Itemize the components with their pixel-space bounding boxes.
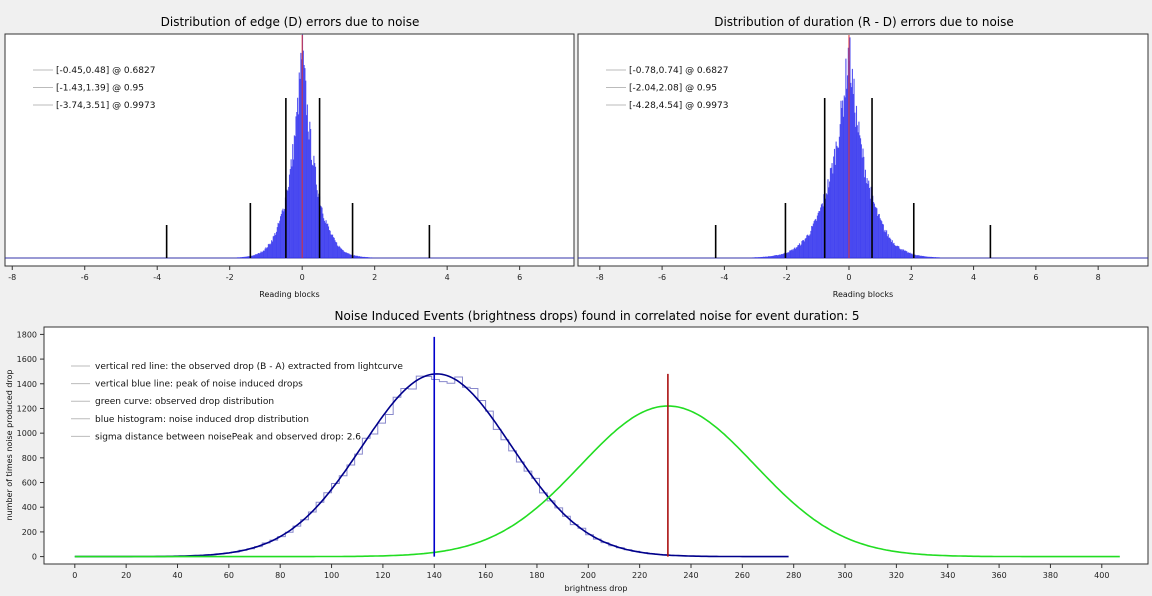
y-tick-label: 0 bbox=[32, 553, 37, 562]
x-tick-label: 4 bbox=[971, 273, 976, 282]
x-tick-label: -4 bbox=[153, 273, 161, 282]
x-tick-label: -4 bbox=[720, 273, 728, 282]
x-tick-label: 240 bbox=[683, 571, 698, 580]
chart-title: Distribution of duration (R - D) errors … bbox=[714, 15, 1014, 29]
noise-drop-curve bbox=[74, 373, 789, 558]
x-tick-label: 8 bbox=[1096, 273, 1101, 282]
x-tick-label: 4 bbox=[445, 273, 450, 282]
x-tick-label: 320 bbox=[889, 571, 904, 580]
x-tick-label: 2 bbox=[909, 273, 914, 282]
x-tick-label: -6 bbox=[81, 273, 89, 282]
y-tick-label: 1000 bbox=[17, 429, 37, 438]
x-tick-label: 20 bbox=[121, 571, 131, 580]
x-tick-label: 6 bbox=[1033, 273, 1038, 282]
x-tick-label: 280 bbox=[786, 571, 801, 580]
legend-entry: vertical blue line: peak of noise induce… bbox=[95, 380, 303, 390]
x-tick-label: 360 bbox=[991, 571, 1006, 580]
x-tick-label: 60 bbox=[224, 571, 234, 580]
x-tick-label: 40 bbox=[172, 571, 182, 580]
x-tick-label: 300 bbox=[837, 571, 852, 580]
y-tick-label: 600 bbox=[22, 479, 37, 488]
legend-entry: vertical red line: the observed drop (B … bbox=[95, 362, 403, 372]
x-tick-label: 160 bbox=[478, 571, 493, 580]
legend-entry: [-2.04,2.08] @ 0.95 bbox=[629, 84, 717, 94]
y-tick-label: 800 bbox=[22, 454, 37, 463]
y-tick-label: 1800 bbox=[17, 330, 37, 339]
x-tick-label: 380 bbox=[1043, 571, 1058, 580]
x-tick-label: 340 bbox=[940, 571, 955, 580]
histogram-panel-2: Distribution of duration (R - D) errors … bbox=[577, 15, 1149, 299]
noise-events-panel: Noise Induced Events (brightness drops) … bbox=[5, 309, 1149, 593]
y-tick-label: 1600 bbox=[17, 355, 37, 364]
y-tick-label: 200 bbox=[22, 528, 37, 537]
x-tick-label: 120 bbox=[375, 571, 390, 580]
x-tick-label: 2 bbox=[372, 273, 377, 282]
x-tick-label: -2 bbox=[226, 273, 234, 282]
y-axis-label: number of times noise produced drop bbox=[5, 370, 14, 521]
x-tick-label: 0 bbox=[846, 273, 851, 282]
observed-drop-curve bbox=[74, 405, 1120, 558]
x-tick-label: 80 bbox=[275, 571, 285, 580]
y-tick-label: 400 bbox=[22, 503, 37, 512]
x-tick-label: 260 bbox=[735, 571, 750, 580]
y-tick-label: 1400 bbox=[17, 380, 37, 389]
x-tick-label: 0 bbox=[72, 571, 77, 580]
histogram-panel-1: Distribution of edge (D) errors due to n… bbox=[4, 15, 575, 299]
x-axis-label: brightness drop bbox=[565, 584, 628, 593]
x-tick-label: 100 bbox=[324, 571, 339, 580]
legend-entry: green curve: observed drop distribution bbox=[95, 397, 274, 407]
x-tick-label: -6 bbox=[658, 273, 666, 282]
legend-entry: blue histogram: noise induced drop distr… bbox=[95, 415, 309, 425]
x-tick-label: 400 bbox=[1094, 571, 1109, 580]
legend-entry: [-0.78,0.74] @ 0.6827 bbox=[629, 66, 728, 76]
x-tick-label: 200 bbox=[581, 571, 596, 580]
x-axis-label: Reading blocks bbox=[259, 290, 319, 299]
x-tick-label: -8 bbox=[8, 273, 16, 282]
chart-title: Noise Induced Events (brightness drops) … bbox=[334, 309, 859, 323]
x-tick-label: 6 bbox=[517, 273, 522, 282]
x-tick-label: 0 bbox=[300, 273, 305, 282]
x-tick-label: 140 bbox=[427, 571, 442, 580]
legend-entry: [-3.74,3.51] @ 0.9973 bbox=[56, 101, 155, 111]
histogram-bars bbox=[236, 34, 373, 258]
legend-entry: [-4.28,4.54] @ 0.9973 bbox=[629, 101, 728, 111]
y-tick-label: 1200 bbox=[17, 404, 37, 413]
legend-entry: sigma distance between noisePeak and obs… bbox=[95, 432, 361, 442]
x-tick-label: 180 bbox=[529, 571, 544, 580]
chart-title: Distribution of edge (D) errors due to n… bbox=[161, 15, 420, 29]
x-tick-label: -2 bbox=[783, 273, 791, 282]
legend-entry: [-0.45,0.48] @ 0.6827 bbox=[56, 66, 155, 76]
x-tick-label: 220 bbox=[632, 571, 647, 580]
plot-frame bbox=[43, 326, 1149, 565]
x-axis-label: Reading blocks bbox=[833, 290, 893, 299]
x-tick-label: -8 bbox=[596, 273, 604, 282]
legend-entry: [-1.43,1.39] @ 0.95 bbox=[56, 84, 144, 94]
